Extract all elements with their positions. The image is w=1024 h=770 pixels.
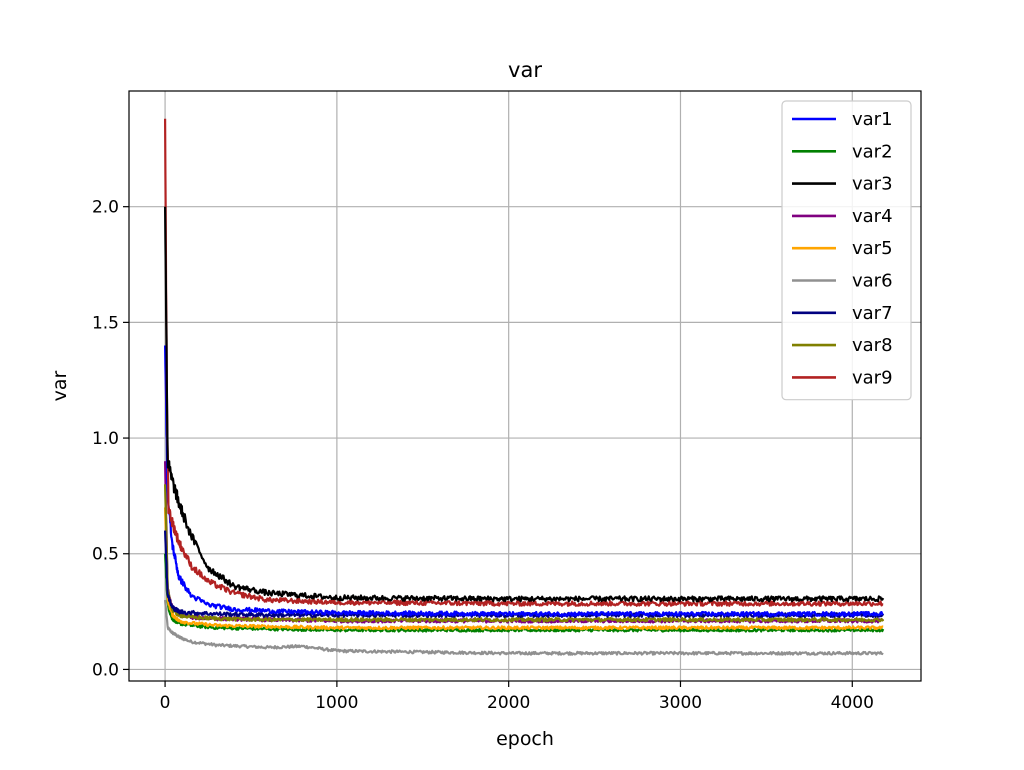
- series-line-var2: [164, 553, 885, 633]
- y-axis-ticks: 0.0 0.5 1.0 1.5 2.0: [92, 198, 129, 680]
- legend-label-var4: var4: [852, 206, 893, 227]
- series-line-var9: [164, 118, 884, 607]
- x-tick-label: 0: [160, 693, 171, 713]
- y-tick-label: 1.5: [92, 313, 119, 333]
- y-tick-label: 0.0: [92, 660, 119, 680]
- chart-title: var: [508, 58, 542, 82]
- legend-label-var9: var9: [852, 367, 893, 388]
- legend-label-var5: var5: [852, 238, 893, 259]
- series-line-var6: [164, 599, 884, 656]
- x-tick-label: 3000: [659, 693, 702, 713]
- x-axis-ticks: 0 1000 2000 3000 4000: [160, 681, 874, 713]
- x-axis-label: epoch: [496, 728, 554, 750]
- y-tick-label: 1.0: [92, 429, 119, 449]
- plot-frame: [128, 90, 922, 682]
- x-tick-label: 2000: [487, 693, 530, 713]
- series-line-var1: [164, 345, 884, 617]
- legend-label-var6: var6: [852, 271, 893, 292]
- legend-box: [781, 100, 912, 401]
- legend-label-var7: var7: [852, 303, 893, 324]
- legend: var1 var2 var3 var4 var5 var6 var7 var8 var9: [781, 100, 912, 401]
- legend-label-var3: var3: [852, 174, 893, 195]
- x-tick-label: 4000: [831, 693, 874, 713]
- legend-label-var2: var2: [852, 141, 893, 162]
- legend-label-var1: var1: [852, 109, 893, 130]
- series-line-var3: [164, 206, 885, 603]
- series-lines: [164, 118, 885, 656]
- series-line-var8: [164, 484, 885, 623]
- y-axis-label: var: [49, 370, 71, 401]
- x-tick-label: 1000: [315, 693, 358, 713]
- series-line-var5: [164, 507, 884, 631]
- y-tick-label: 2.0: [92, 198, 119, 218]
- y-tick-label: 0.5: [92, 545, 119, 565]
- legend-label-var8: var8: [852, 335, 893, 356]
